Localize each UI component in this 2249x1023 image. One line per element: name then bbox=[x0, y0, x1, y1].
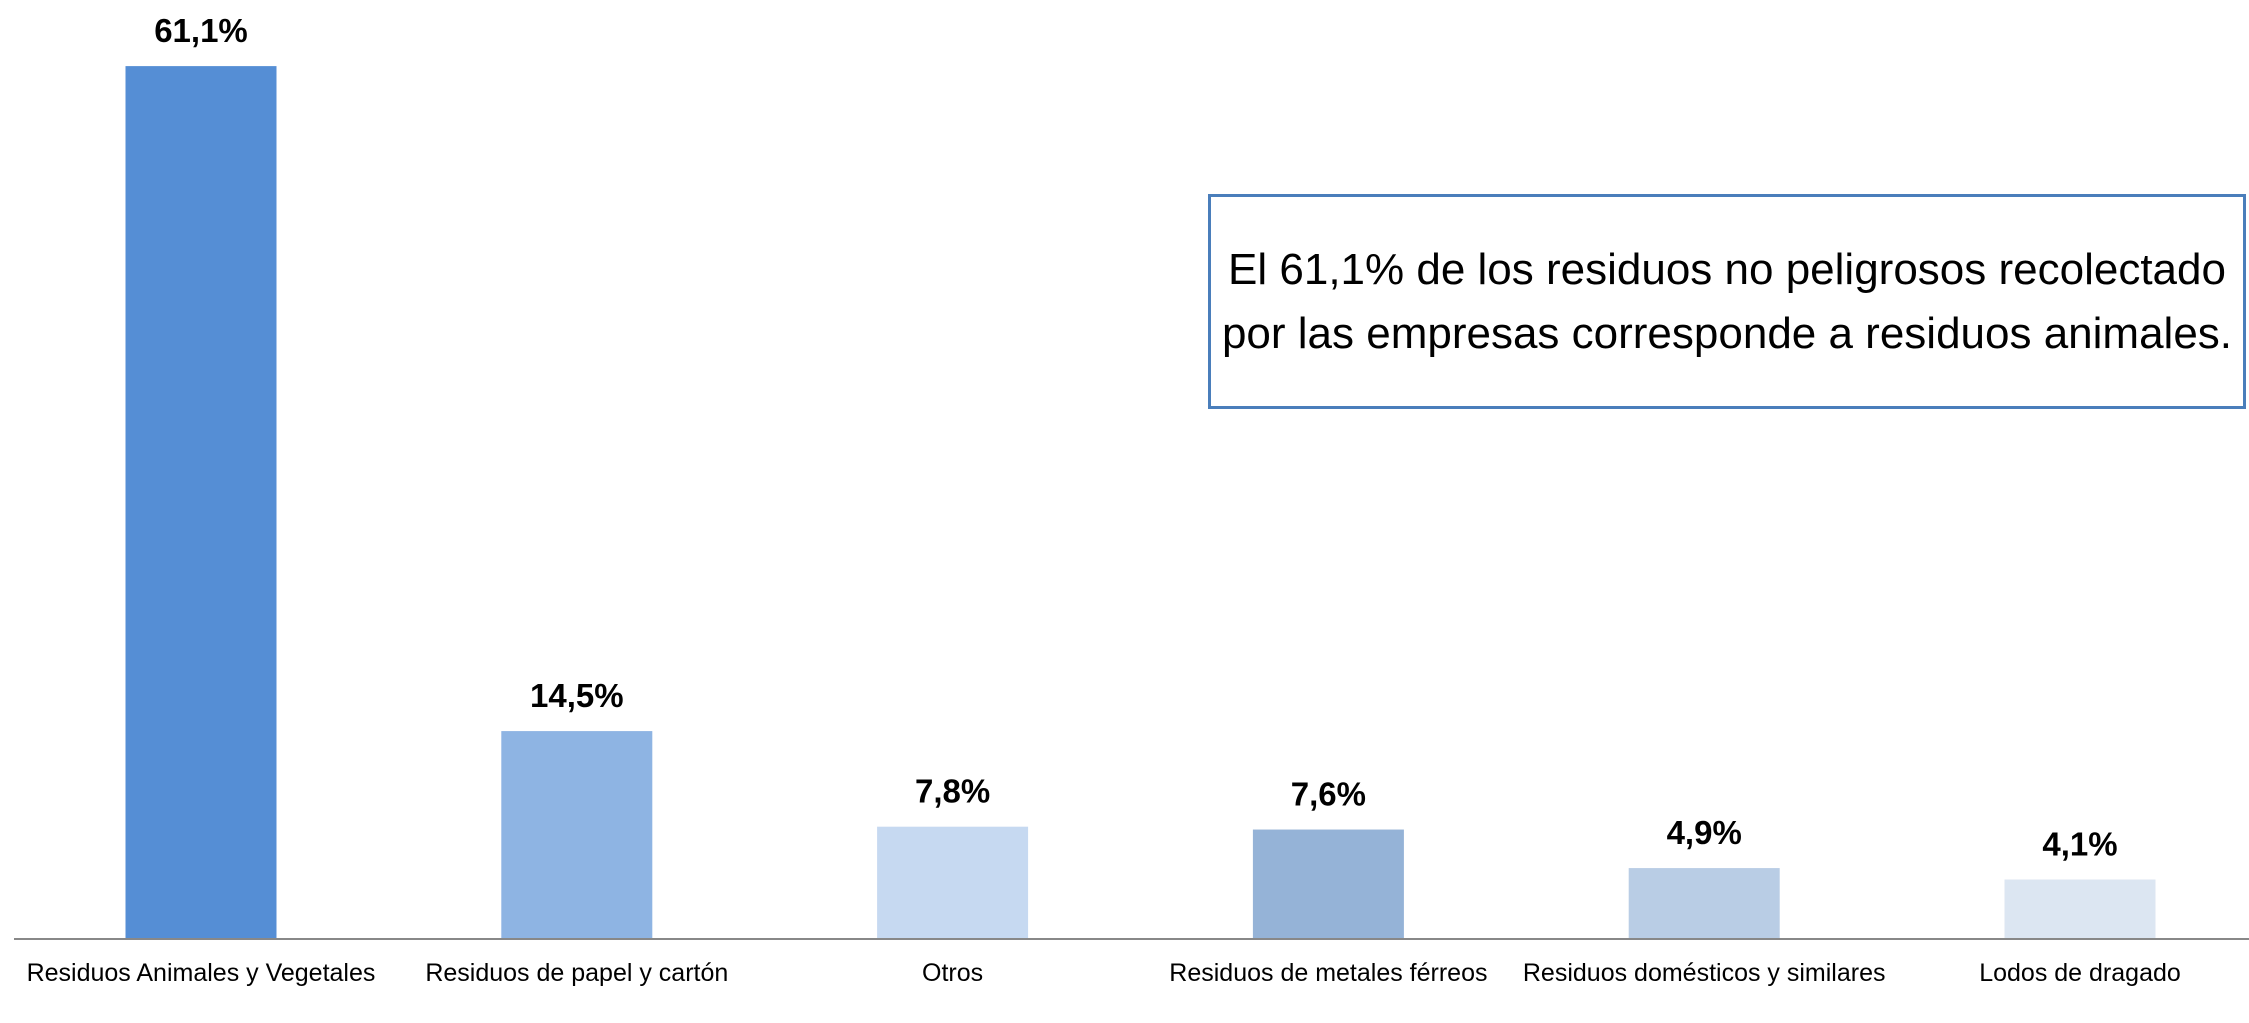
value-label: 14,5% bbox=[530, 677, 624, 714]
annotation: El 61,1% de los residuos no peligrosos r… bbox=[1208, 194, 2246, 409]
x-tick-label: Otros bbox=[922, 959, 984, 987]
value-label: 4,1% bbox=[2042, 825, 2117, 862]
x-tick-label: Residuos de papel y cartón bbox=[425, 959, 729, 987]
x-tick-label: Residuos domésticos y similares bbox=[1522, 959, 1886, 987]
x-tick-label: Residuos Animales y Vegetales bbox=[26, 959, 376, 987]
value-label: 61,1% bbox=[154, 12, 248, 49]
bar bbox=[1252, 829, 1404, 938]
value-label: 7,6% bbox=[1291, 776, 1366, 813]
bar bbox=[1628, 868, 1780, 938]
bar bbox=[2004, 879, 2156, 938]
value-label: 4,9% bbox=[1667, 814, 1742, 851]
value-label: 7,8% bbox=[915, 773, 990, 810]
bar bbox=[125, 66, 277, 938]
x-tick-label: Residuos de metales férreos bbox=[1169, 959, 1488, 987]
bar bbox=[501, 731, 653, 938]
bar bbox=[877, 826, 1029, 938]
x-tick-label: Lodos de dragado bbox=[1979, 959, 2181, 987]
